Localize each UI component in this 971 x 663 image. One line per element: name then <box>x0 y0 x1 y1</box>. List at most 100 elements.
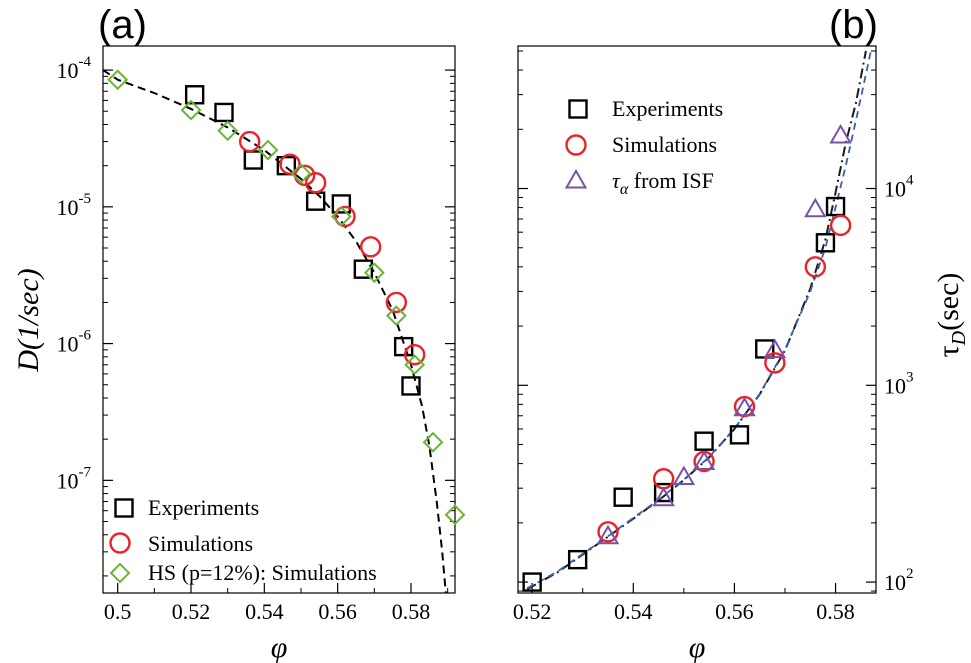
data-point-experiments <box>815 233 836 253</box>
data-point-from-isf <box>672 465 696 485</box>
data-point-from-isf <box>652 486 675 507</box>
y-tick-label: 103 <box>884 369 914 398</box>
data-point-from-isf <box>733 396 756 417</box>
data-point-simulations <box>238 130 261 153</box>
panel-a-plot-area <box>102 69 466 594</box>
data-point-experiments <box>653 482 674 503</box>
y-tick-label: 10-7 <box>57 464 92 493</box>
panel-a-x-axis-title: φ <box>271 631 288 663</box>
panel-b-legend: Experiments Simulations τα from ISF <box>564 96 723 198</box>
data-point-simulations <box>385 291 408 314</box>
panel-b-plot-frame <box>517 45 877 594</box>
data-point-hs-p-12-simulations <box>385 305 407 327</box>
data-point-experiments <box>184 85 205 105</box>
x-tick-label: 0.58 <box>816 599 855 624</box>
data-point-experiments <box>331 194 352 214</box>
data-point-hs-p-12-simulations <box>404 354 426 376</box>
data-point-hs-p-12-simulations <box>422 431 444 453</box>
panel-a-x-axis: 0.5 0.52 0.54 0.56 0.58 <box>104 583 449 624</box>
series-experiments <box>522 196 846 592</box>
panel-a-y-axis: 10-4 10-5 10-6 10-7 <box>57 54 455 577</box>
y-tick-label: 104 <box>884 173 914 202</box>
data-point-from-isf <box>804 197 827 218</box>
series-simulations <box>238 130 426 366</box>
panel-b-label: (b) <box>829 3 878 47</box>
legend-tau-alpha-marker <box>564 168 588 189</box>
data-point-hs-p-12-simulations <box>107 69 129 91</box>
series-hs-p-12-simulations <box>107 69 466 526</box>
panel-b: (b) 0.52 0.54 0.56 0.58 102 103 104 φ τD(sec)… <box>513 3 970 663</box>
panel-a-legend: Experiments Simulations HS (p=12%): Simu… <box>109 495 377 585</box>
panel-a-plot-frame <box>102 45 456 594</box>
data-point-experiments <box>567 549 588 570</box>
legend-simulations-label: Simulations <box>148 531 253 556</box>
data-point-from-isf <box>829 123 852 144</box>
data-point-experiments <box>305 191 326 211</box>
data-point-from-isf <box>692 450 716 471</box>
legend-experiments-marker <box>114 498 134 518</box>
x-tick-label: 0.54 <box>614 599 653 624</box>
legend-experiments-marker <box>568 99 588 119</box>
data-point-simulations <box>597 521 619 543</box>
data-point-simulations <box>293 164 316 187</box>
x-tick-label: 0.52 <box>513 599 552 624</box>
x-tick-label: 0.52 <box>172 599 211 624</box>
y-tick-label: 10-4 <box>57 54 92 83</box>
legend-simulations-marker <box>565 134 587 156</box>
data-point-hs-p-12-simulations <box>444 504 466 526</box>
data-point-simulations <box>334 205 356 228</box>
legend-hs-simulations-label: HS (p=12%): Simulations <box>148 560 377 585</box>
panel-b-x-axis: 0.52 0.54 0.56 0.58 <box>513 583 855 624</box>
data-point-simulations <box>652 468 675 490</box>
y-tick-label: 10-5 <box>57 191 92 220</box>
data-point-simulations <box>279 153 301 175</box>
data-point-from-isf <box>763 338 787 359</box>
y-tick-label: 102 <box>884 566 914 595</box>
data-point-experiments <box>214 102 234 123</box>
data-point-simulations <box>764 352 786 374</box>
panel-b-y-axis-title: τD(sec) <box>932 273 970 358</box>
legend-experiments-label: Experiments <box>148 495 259 520</box>
legend-simulations-label: Simulations <box>612 132 717 157</box>
data-point-experiments <box>522 572 542 592</box>
data-point-hs-p-12-simulations <box>290 163 312 185</box>
legend-hs-marker <box>109 562 131 584</box>
data-point-hs-p-12-simulations <box>330 206 352 227</box>
x-tick-label: 0.58 <box>392 599 431 624</box>
panel-a-label: (a) <box>98 3 147 47</box>
x-tick-label: 0.56 <box>715 599 754 624</box>
panel-b-x-axis-title: φ <box>689 631 706 663</box>
data-point-hs-p-12-simulations <box>257 139 279 161</box>
data-point-simulations <box>403 343 426 366</box>
data-point-hs-p-12-simulations <box>180 99 202 121</box>
data-point-experiments <box>729 425 750 445</box>
legend-tau-alpha-label: τα from ISF <box>612 168 714 198</box>
data-point-experiments <box>825 196 846 217</box>
panel-b-plot-area <box>522 50 872 592</box>
data-point-simulations <box>359 236 382 258</box>
data-point-experiments <box>243 150 264 170</box>
data-point-experiments <box>401 376 421 396</box>
data-point-experiments <box>613 487 633 507</box>
legend-simulations-marker <box>109 532 131 554</box>
panel-a: (a) 0.5 0.52 0.54 0.56 0.58 10-4 10-5 10-6 10-7… <box>12 3 466 663</box>
x-tick-label: 0.5 <box>104 599 132 624</box>
data-point-hs-p-12-simulations <box>363 262 385 284</box>
data-point-simulations <box>829 214 852 237</box>
data-point-from-isf <box>596 524 620 545</box>
y-tick-label: 10-6 <box>57 328 92 357</box>
data-point-experiments <box>353 259 374 279</box>
series-simulations <box>597 214 852 543</box>
data-point-simulations <box>304 172 327 194</box>
x-tick-label: 0.54 <box>245 599 284 624</box>
legend-experiments-label: Experiments <box>612 96 723 121</box>
series-from-isf <box>596 123 852 545</box>
data-point-experiments <box>694 431 714 451</box>
data-point-simulations <box>804 256 827 278</box>
panel-a-y-axis-title: D(1/sec) <box>12 268 45 372</box>
data-point-hs-p-12-simulations <box>217 120 239 142</box>
x-tick-label: 0.56 <box>318 599 357 624</box>
panel-b-y-axis: 102 103 104 <box>518 50 914 595</box>
fit-curve-dashed <box>102 69 447 594</box>
